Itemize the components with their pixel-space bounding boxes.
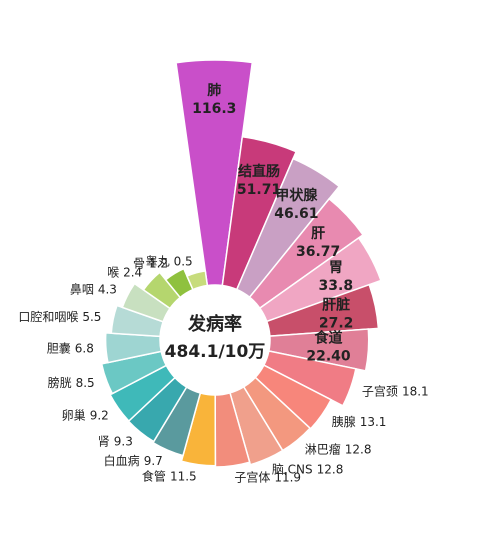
value-label: 8.5 — [76, 376, 95, 390]
value-label: 51.71 — [237, 182, 281, 198]
category-label: 食道 — [315, 329, 343, 346]
wedge-label: 睾丸 0.5 — [146, 253, 193, 268]
wedge-label: 肝 36.77 — [296, 226, 340, 260]
wedge — [214, 391, 251, 468]
wedge-label: 口腔和咽喉 5.5 — [18, 308, 101, 323]
wedges — [100, 59, 382, 468]
wedge — [235, 157, 341, 299]
category-label: 鼻咽 — [70, 281, 94, 296]
wedge — [109, 364, 176, 423]
wedge-label: 白血病 9.7 — [104, 453, 163, 468]
category-label: 喉 — [107, 265, 119, 279]
value-label: 46.61 — [274, 206, 318, 222]
center-circle — [163, 288, 267, 392]
value-label: 9.3 — [114, 434, 133, 448]
value-label: 13.1 — [360, 414, 387, 428]
value-label: 6.8 — [75, 341, 94, 355]
value-label: 0.5 — [174, 254, 193, 268]
wedge — [262, 350, 357, 407]
wedge-label: 喉 2.4 — [107, 265, 142, 279]
value-label: 9.7 — [144, 454, 163, 468]
wedge-label: 子宫颈 18.1 — [362, 383, 429, 398]
center-title: 发病率 — [187, 313, 242, 335]
value-label: 116.3 — [192, 101, 236, 117]
wedge-label: 甲状腺 46.61 — [274, 187, 318, 222]
wedge-label: 肝脏 27.2 — [319, 296, 354, 331]
value-label: 27.2 — [319, 315, 354, 331]
wedge-label: 肾 9.3 — [98, 434, 133, 448]
value-label: 1.2 — [149, 256, 168, 270]
value-label: 4.3 — [98, 282, 117, 296]
category-label: 脑,CNS — [272, 462, 313, 476]
value-label: 11.5 — [170, 469, 197, 483]
category-label: 肺 — [207, 83, 221, 99]
wedge-label: 卵巢 9.2 — [62, 408, 109, 422]
wedge — [175, 59, 254, 287]
category-label: 甲状腺 — [275, 187, 318, 204]
category-label: 胰腺 — [332, 414, 356, 428]
category-label: 睾丸 — [146, 253, 170, 268]
wedge — [110, 304, 165, 338]
wedge-label: 鼻咽 4.3 — [70, 281, 117, 296]
value-label: 22.40 — [306, 348, 351, 364]
wedge — [100, 350, 168, 395]
wedge — [186, 270, 209, 291]
wedge — [254, 364, 333, 430]
wedge-label: 胰腺 13.1 — [332, 414, 387, 428]
wedge-label: 肺 116.3 — [192, 83, 236, 117]
wedge — [248, 197, 365, 310]
wedge — [258, 236, 382, 323]
wedge — [229, 385, 284, 466]
value-label: 5.5 — [82, 309, 101, 323]
wedge — [151, 386, 202, 457]
value-label: 9.2 — [90, 408, 109, 422]
value-label: 12.8 — [345, 442, 372, 456]
wedge — [142, 271, 182, 310]
wedge-label: 淋巴瘤 12.8 — [305, 441, 372, 456]
wedge-label: 脑,CNS 12.8 — [272, 462, 344, 476]
wedge-label: 胃 33.8 — [319, 260, 354, 294]
value-label: 11.9 — [274, 470, 301, 484]
category-label: 子宫颈 — [362, 383, 398, 398]
category-label: 膀胱 — [48, 375, 72, 390]
category-label: 胃 — [329, 260, 343, 276]
wedge-label: 结直肠 51.71 — [237, 163, 281, 198]
category-label: 口腔和咽喉 — [18, 308, 78, 323]
value-label: 36.77 — [296, 244, 340, 260]
category-label: 淋巴瘤 — [305, 441, 341, 456]
value-label: 2.4 — [123, 265, 142, 279]
wedge — [180, 392, 217, 467]
category-label: 食管 — [142, 468, 166, 483]
category-label: 白血病 — [104, 453, 140, 468]
wedge — [267, 328, 370, 372]
value-label: 18.1 — [402, 384, 429, 398]
wedge — [221, 135, 298, 291]
category-label: 肾 — [98, 434, 110, 448]
wedge — [121, 282, 172, 323]
wedge — [104, 332, 163, 364]
category-label: 肝 — [311, 226, 325, 242]
category-label: 结直肠 — [238, 163, 280, 180]
category-label: 胆囊 — [47, 340, 71, 355]
category-label: 子宫体 — [234, 469, 270, 484]
category-label: 肝脏 — [322, 296, 350, 313]
value-label: 33.8 — [319, 278, 354, 294]
wedge — [265, 283, 380, 337]
wedge-label: 食管 11.5 — [142, 468, 197, 483]
category-label: 卵巢 — [62, 408, 86, 422]
wedge-label: 胆囊 6.8 — [47, 340, 94, 355]
wedge-label: 骨 1.2 — [133, 256, 168, 270]
wedge-label: 膀胱 8.5 — [48, 375, 95, 390]
category-label: 骨 — [133, 256, 145, 270]
center-value: 484.1/10万 — [165, 342, 266, 362]
wedge-label: 子宫体 11.9 — [234, 469, 301, 484]
wedge-label: 食道 22.40 — [306, 329, 351, 364]
value-label: 12.8 — [317, 462, 344, 476]
